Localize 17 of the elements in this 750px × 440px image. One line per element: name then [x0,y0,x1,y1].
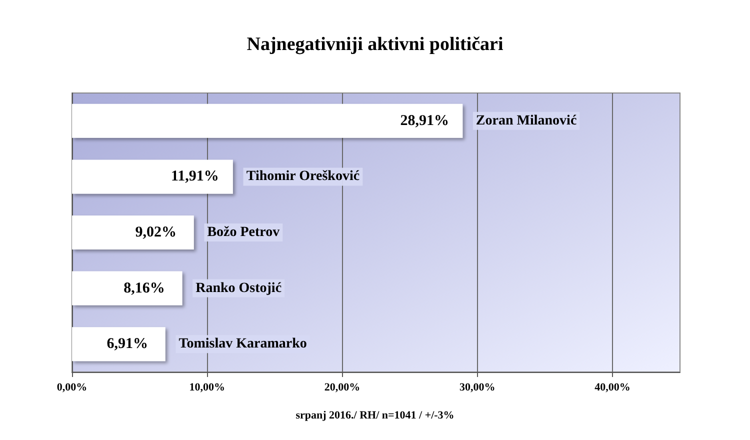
x-tick-label: 0,00% [56,382,88,394]
y-tick-label: Tomislav Karamarko [178,336,307,352]
data-label: 8,16% [124,280,165,296]
x-tick-label: 20,00% [324,382,360,394]
y-tick-label: Ranko Ostojić [196,280,282,296]
x-tick-label: 10,00% [189,382,225,394]
y-tick-label: Tihomir Orešković [246,169,360,184]
data-label: 11,91% [170,168,219,185]
y-tick-label: Božo Petrov [207,225,280,240]
chart-title: Najnegativniji aktivni političari [246,34,504,55]
data-label: 6,91% [106,336,148,352]
data-label: 28,91% [400,112,449,129]
y-tick-label: Zoran Milanović [476,113,577,128]
x-tick-label: 40,00% [594,382,630,394]
x-tick-label: 30,00% [459,382,496,394]
data-label: 9,02% [135,224,176,240]
text: srpanj 2016./ RH/ n=1041 / +/-3% [296,410,454,422]
